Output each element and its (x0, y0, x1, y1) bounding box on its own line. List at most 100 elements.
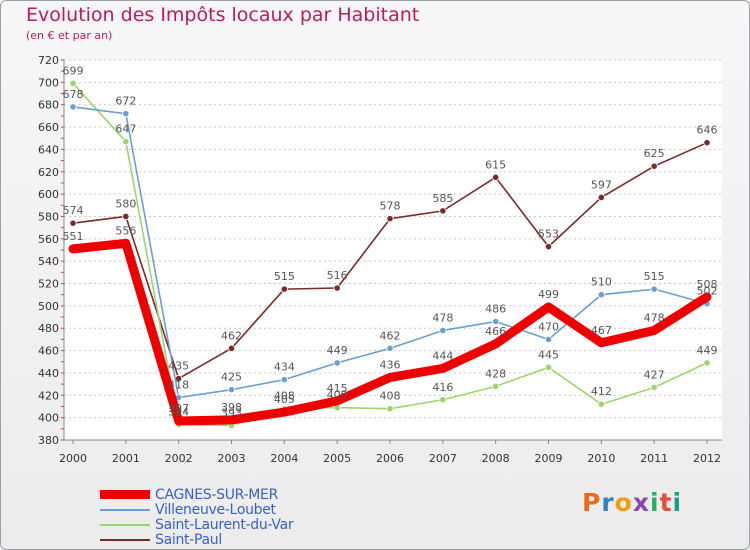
data-label: 699 (63, 64, 84, 77)
data-label: 428 (485, 367, 506, 380)
data-label: 678 (63, 88, 84, 101)
data-label: 449 (697, 344, 718, 357)
y-tick-label: 500 (38, 300, 59, 313)
legend-item: Villeneuve-Loubet (100, 501, 293, 518)
data-label: 415 (327, 382, 348, 395)
data-label: 486 (485, 303, 506, 316)
data-label: 585 (432, 192, 453, 205)
data-label: 394 (168, 405, 189, 418)
data-label: 556 (115, 224, 136, 237)
x-tick-label: 2012 (693, 452, 721, 465)
y-tick-label: 660 (38, 121, 59, 134)
data-point (122, 137, 130, 146)
data-label: 647 (115, 123, 136, 136)
data-label: 408 (380, 390, 401, 403)
chart-title: Evolution des Impôts locaux par Habitant (26, 4, 420, 26)
y-tick-label: 700 (38, 76, 59, 89)
y-tick-label: 680 (38, 99, 59, 112)
data-label: 418 (168, 379, 189, 392)
data-label: 425 (221, 371, 242, 384)
data-label: 508 (697, 278, 718, 291)
data-point (280, 285, 288, 293)
data-point (69, 103, 77, 111)
proxiti-logo: Proxiti (582, 488, 682, 517)
chart-legend: CAGNES-SUR-MER Villeneuve-Loubet Saint-Lau… (100, 487, 294, 548)
data-point (439, 396, 447, 404)
data-point (597, 291, 605, 299)
legend-item: CAGNES-SUR-MER (100, 487, 293, 503)
data-point (280, 376, 288, 384)
data-label: 597 (591, 178, 612, 191)
data-point (122, 212, 130, 221)
x-tick-label: 2008 (482, 452, 510, 465)
data-point (650, 383, 658, 392)
legend-label: Saint-Paul (155, 531, 222, 548)
legend-swatch (100, 523, 150, 526)
y-tick-label: 640 (38, 143, 59, 156)
logo-letter: o (614, 488, 633, 517)
data-label: 580 (115, 197, 136, 210)
x-tick-label: 2004 (270, 452, 298, 465)
data-point (492, 382, 500, 390)
logo-letter: r (601, 488, 615, 517)
legend-item: Saint-Paul (100, 531, 293, 548)
legend-label: Saint-Laurent-du-Var (155, 516, 294, 533)
y-tick-label: 420 (38, 389, 59, 402)
data-point (386, 405, 394, 413)
data-point (597, 193, 605, 202)
logo-letter: i (672, 488, 683, 517)
data-label: 427 (644, 368, 665, 381)
data-point (597, 400, 605, 408)
data-point (333, 284, 341, 292)
data-point (333, 359, 341, 367)
data-point (439, 207, 447, 215)
data-label: 578 (380, 200, 401, 213)
data-label: 551 (63, 230, 84, 243)
legend-swatch (100, 490, 150, 499)
logo-letter: t (659, 488, 673, 517)
data-label: 515 (644, 270, 665, 283)
data-label: 462 (380, 329, 401, 342)
data-point (544, 243, 553, 251)
chart-subtitle: (en € et par an) (26, 29, 113, 42)
data-point (386, 344, 394, 352)
data-label: 672 (115, 95, 136, 108)
y-tick-label: 440 (38, 367, 59, 380)
data-label: 510 (591, 276, 612, 289)
data-label: 516 (327, 269, 348, 282)
series-line-cagnes-sur-mer (68, 238, 712, 426)
x-tick-label: 2006 (376, 452, 404, 465)
legend-label: Villeneuve-Loubet (155, 501, 276, 518)
data-label: 412 (591, 385, 612, 398)
data-label: 409 (327, 389, 348, 402)
data-label: 416 (432, 381, 453, 394)
data-label: 499 (538, 288, 559, 301)
data-label: 435 (168, 360, 189, 373)
data-point (703, 139, 711, 147)
data-label: 449 (327, 344, 348, 357)
y-tick-label: 620 (38, 166, 59, 179)
y-tick-label: 600 (38, 188, 59, 201)
x-tick-label: 2009 (535, 452, 563, 465)
x-tick-label: 2001 (112, 452, 140, 465)
data-label: 405 (274, 393, 295, 406)
data-label: 436 (380, 358, 401, 371)
y-tick-label: 580 (38, 210, 59, 223)
data-label: 462 (221, 329, 242, 342)
data-label: 434 (274, 361, 295, 374)
data-point (122, 110, 130, 118)
y-tick-label: 480 (38, 322, 59, 335)
data-label: 574 (63, 204, 84, 217)
data-label: 646 (697, 124, 718, 137)
y-tick-label: 380 (38, 434, 59, 447)
data-point (492, 317, 500, 326)
x-tick-label: 2011 (640, 452, 668, 465)
x-tick-label: 2003 (218, 452, 246, 465)
data-point (69, 219, 77, 227)
data-label: 515 (274, 270, 295, 283)
legend-item: Saint-Laurent-du-Var (100, 516, 294, 533)
data-label: 553 (538, 228, 559, 241)
x-tick-label: 2007 (429, 452, 457, 465)
data-label: 478 (644, 311, 665, 324)
